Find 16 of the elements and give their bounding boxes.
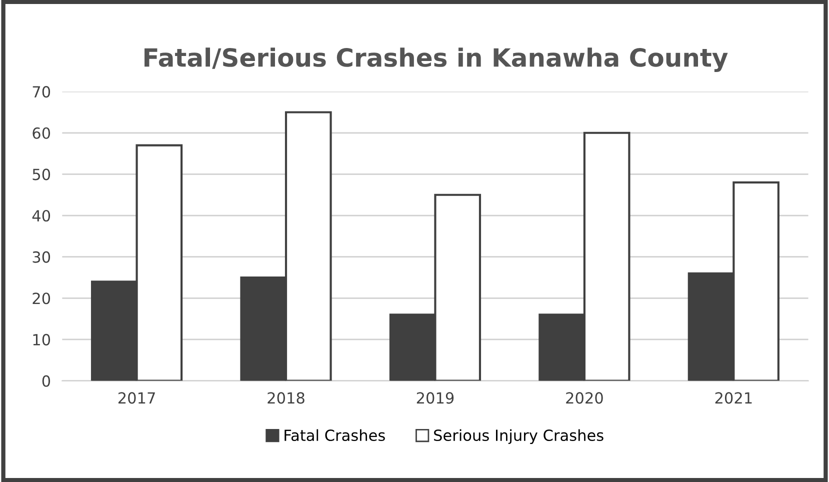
y-tick-label: 10 — [33, 334, 50, 346]
x-tick-label: 2018 — [268, 392, 304, 404]
legend-label: Serious Injury Crashes — [434, 429, 604, 444]
x-tick-label: 2019 — [416, 392, 454, 404]
legend-label: Fatal Crashes — [284, 429, 385, 442]
y-tick-label: 30 — [32, 251, 50, 263]
x-tick-label: 2020 — [566, 392, 603, 404]
y-tick-label: 70 — [32, 86, 50, 98]
y-tick-label: 0 — [42, 375, 50, 387]
chart-title: Fatal/Serious Crashes in Kanawha County — [144, 48, 728, 72]
y-tick-label: 60 — [32, 127, 50, 139]
y-tick-label: 50 — [32, 168, 50, 180]
y-tick-label: 40 — [32, 210, 50, 222]
y-tick-label: 20 — [32, 292, 50, 304]
x-tick-label: 2017 — [118, 392, 155, 404]
x-tick-label: 2021 — [715, 392, 752, 404]
